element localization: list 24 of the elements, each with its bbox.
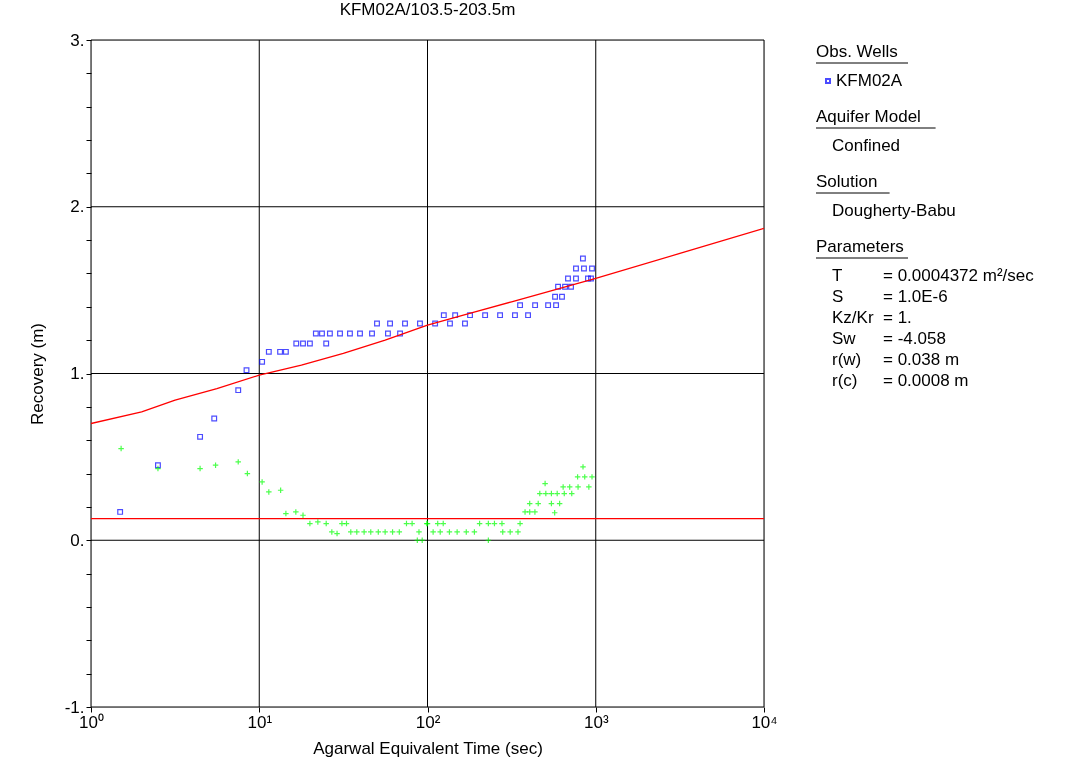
y-tick-label: 0.	[70, 530, 85, 550]
y-tick-label: 1.	[70, 364, 85, 383]
y-axis-title: Recovery (m)	[27, 322, 47, 426]
text: Solution	[816, 172, 878, 191]
text: Confined	[832, 136, 901, 155]
y-tick-label: 2.	[70, 197, 85, 217]
text: T = 0.0004372 m²/sec	[832, 266, 1034, 285]
x-tick-label: 10²	[415, 712, 441, 732]
text: Dougherty-Babu	[832, 201, 956, 220]
x-tick-label: 10⁴	[751, 712, 778, 732]
x-tick-label: 10³	[583, 712, 609, 732]
x-axis-title: Agarwal Equivalent Time (sec)	[313, 738, 543, 758]
legend-label: KFM02A	[836, 71, 903, 90]
x-tick-label: 10¹	[247, 712, 273, 732]
text: Aquifer Model	[816, 107, 921, 126]
text: Sw = -4.058	[832, 329, 946, 348]
chart-title: KFM02A/103.5-203.5m	[339, 0, 516, 19]
text: Kz/Kr = 1.	[832, 308, 912, 327]
text: Parameters	[816, 237, 904, 256]
legend-title: Obs. Wells	[816, 42, 898, 61]
text: r(c) = 0.0008 m	[832, 371, 969, 390]
y-tick-label: 3.	[70, 30, 85, 50]
text: r(w) = 0.038 m	[832, 350, 960, 369]
text: S = 1.0E-6	[832, 287, 948, 306]
